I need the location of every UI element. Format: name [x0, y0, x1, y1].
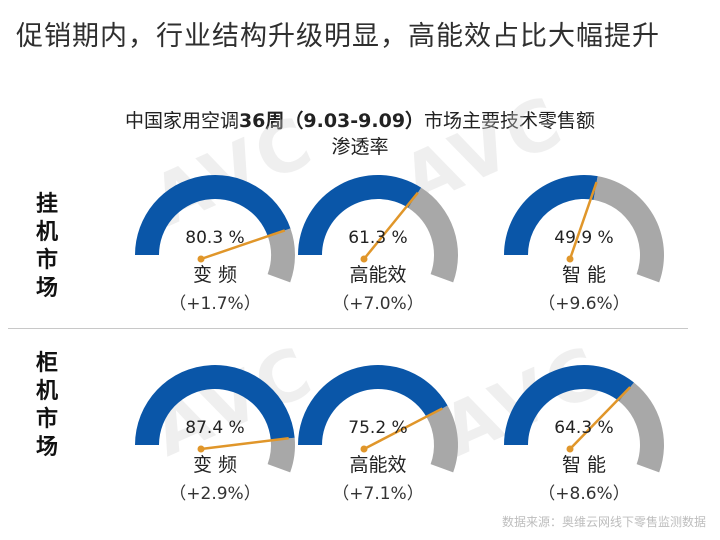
gauge-change-label: （+7.0%） [332, 294, 423, 314]
gauge-remainder-arc [408, 187, 458, 283]
gauge-category-label: 高能效 [349, 454, 406, 476]
gauge-value-arc [298, 364, 448, 445]
gauge-remainder-arc [593, 176, 664, 283]
row-label-wall-unit: 挂 机 市 场 [30, 191, 64, 303]
gauge-remainder-arc [618, 382, 664, 473]
chart-title: 中国家用空调36周（9.03-9.09）市场主要技术零售额 [0, 106, 720, 133]
gauge-value-label: 61.3 % [348, 228, 407, 248]
gauge-category-label: 高能效 [349, 264, 406, 286]
data-source: 数据来源：奥维云网线下零售监测数据 [501, 515, 706, 529]
gauge-change-label: （+8.6%） [538, 484, 629, 504]
gauge-value-label: 80.3 % [185, 228, 244, 248]
gauge-category-label: 智 能 [562, 264, 606, 286]
chart-title-line2: 渗透率 [331, 136, 389, 158]
gauge-needle-pivot [566, 255, 574, 263]
gauge-value-arc [135, 174, 291, 255]
gauge-needle-pivot [197, 255, 205, 263]
gauge-value-label: 64.3 % [554, 418, 613, 438]
row-divider [8, 328, 688, 329]
row-label-char: 机 [35, 220, 58, 245]
gauge-value-label: 87.4 % [185, 418, 244, 438]
gauge-category-label: 变 频 [193, 264, 237, 286]
row-label-char: 柜 [35, 351, 58, 376]
chart-title-post: 市场主要技术零售额 [424, 110, 596, 132]
row-label-floor-unit: 柜 机 市 场 [30, 350, 64, 462]
chart-title-week: 36周（9.03-9.09） [238, 110, 425, 132]
row-label-char: 机 [35, 379, 58, 404]
gauge-remainder-arc [426, 405, 458, 473]
row-label-char: 市 [35, 407, 58, 432]
headline: 促销期内，行业结构升级明显，高能效占比大幅提升 [16, 21, 660, 52]
gauge-needle [200, 437, 289, 451]
gauge-needle-pivot [566, 445, 574, 453]
gauge-category-label: 变 频 [193, 454, 237, 476]
gauge-value-arc [135, 365, 295, 445]
row-label-char: 场 [35, 276, 58, 301]
gauge-value-arc [504, 175, 598, 255]
gauge-value-arc [504, 365, 634, 445]
row-label-char: 市 [35, 248, 58, 273]
gauge-needle-pivot [360, 255, 368, 263]
gauge-needle [568, 181, 598, 260]
gauge-change-label: （+2.9%） [169, 484, 260, 504]
gauge-change-label: （+9.6%） [538, 294, 629, 314]
gauge-needle [363, 407, 443, 451]
gauge-value-label: 49.9 % [554, 228, 613, 248]
gauge-needle [200, 229, 286, 261]
chart-title-pre: 中国家用空调 [124, 110, 239, 132]
gauge-remainder-arc [267, 228, 295, 283]
gauge-value-label: 75.2 % [348, 418, 407, 438]
gauge-change-label: （+7.1%） [332, 484, 423, 504]
gauge-remainder-arc [267, 437, 295, 473]
gauge-change-label: （+1.7%） [169, 294, 260, 314]
gauge-needle-pivot [360, 445, 368, 453]
row-label-char: 场 [35, 435, 58, 460]
gauge-value-arc [298, 175, 422, 255]
row-label-char: 挂 [35, 192, 58, 217]
gauge-needle [569, 386, 632, 450]
gauge-needle [363, 191, 419, 260]
gauge-needle-pivot [197, 445, 205, 453]
gauge-category-label: 智 能 [562, 454, 606, 476]
